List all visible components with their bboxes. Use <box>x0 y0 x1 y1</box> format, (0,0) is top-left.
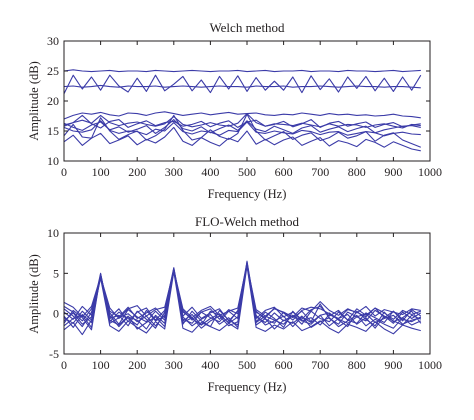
flo-welch-x-tick-label: 400 <box>201 358 219 372</box>
welch-x-tick-label: 100 <box>92 165 110 179</box>
welch-series-line-1 <box>63 69 421 73</box>
welch-x-tick-label: 900 <box>384 165 402 179</box>
flo-welch-y-tick-label: -5 <box>49 347 59 361</box>
welch-x-tick-label: 300 <box>165 165 183 179</box>
flo-welch-x-tick-label: 700 <box>311 358 329 372</box>
flo-welch-y-tick-label: 10 <box>47 226 59 240</box>
welch-y-axis-label: Amplitude (dB) <box>27 61 41 141</box>
welch-series-line-7 <box>63 113 422 148</box>
welch-y-tick-label: 25 <box>47 64 59 78</box>
flo-welch-x-tick-label: 800 <box>348 358 366 372</box>
flo-welch-series-line-10 <box>63 263 422 330</box>
welch-series-line-6 <box>63 120 421 137</box>
flo-welch-y-tick-label: 5 <box>53 266 59 280</box>
flo-welch-x-tick-label: 0 <box>61 358 67 372</box>
flo-welch-x-tick-label: 1000 <box>418 358 442 372</box>
welch-y-tick-label: 20 <box>47 94 59 108</box>
flo-welch-series-line-9 <box>63 264 421 322</box>
welch-plot-title: Welch method <box>209 20 285 35</box>
welch-x-tick-label: 700 <box>311 165 329 179</box>
welch-panel: Welch method Amplitude (dB) Frequency (H… <box>27 20 442 201</box>
flo-welch-x-tick-label: 500 <box>238 358 256 372</box>
welch-tick-layer: 0 100 200 300 400 500 600 700 800 900 1000 10 15 20 25… <box>47 34 442 179</box>
welch-series-line-8 <box>63 119 421 134</box>
welch-series-line-10 <box>63 126 421 152</box>
welch-x-tick-label: 500 <box>238 165 256 179</box>
welch-x-tick-label: 400 <box>201 165 219 179</box>
welch-y-tick-label: 15 <box>47 124 59 138</box>
welch-x-tick-label: 0 <box>61 165 67 179</box>
welch-series-layer <box>63 69 422 152</box>
welch-y-tick-label: 30 <box>47 34 59 48</box>
welch-plot-frame <box>63 40 431 162</box>
flo-welch-y-tick-label: 0 <box>53 307 59 321</box>
welch-x-tick-label: 600 <box>275 165 293 179</box>
welch-x-tick-label: 1000 <box>418 165 442 179</box>
flo-welch-plot-frame <box>63 232 431 355</box>
flo-welch-x-tick-label: 200 <box>128 358 146 372</box>
flo-welch-panel: FLO-Welch method Amplitude (dB) Frequenc… <box>27 214 442 394</box>
welch-y-tick-label: 10 <box>47 154 59 168</box>
flo-welch-x-tick-label: 900 <box>384 358 402 372</box>
welch-series-line-5 <box>63 113 421 129</box>
flo-welch-plot-title: FLO-Welch method <box>195 214 300 229</box>
welch-series-line-3 <box>63 84 421 89</box>
welch-series-line-4 <box>63 111 421 120</box>
flo-welch-x-tick-label: 600 <box>275 358 293 372</box>
welch-x-tick-label: 200 <box>128 165 146 179</box>
flo-welch-x-tick-label: 100 <box>92 358 110 372</box>
welch-x-tick-label: 800 <box>348 165 366 179</box>
welch-series-line-9 <box>63 114 421 129</box>
flo-welch-series-layer <box>63 260 422 336</box>
welch-x-axis-label: Frequency (Hz) <box>208 187 287 201</box>
flo-welch-x-tick-label: 300 <box>165 358 183 372</box>
flo-welch-y-axis-label: Amplitude (dB) <box>27 254 41 334</box>
flo-welch-x-axis-label: Frequency (Hz) <box>208 380 287 394</box>
welch-series-line-2 <box>63 74 422 95</box>
